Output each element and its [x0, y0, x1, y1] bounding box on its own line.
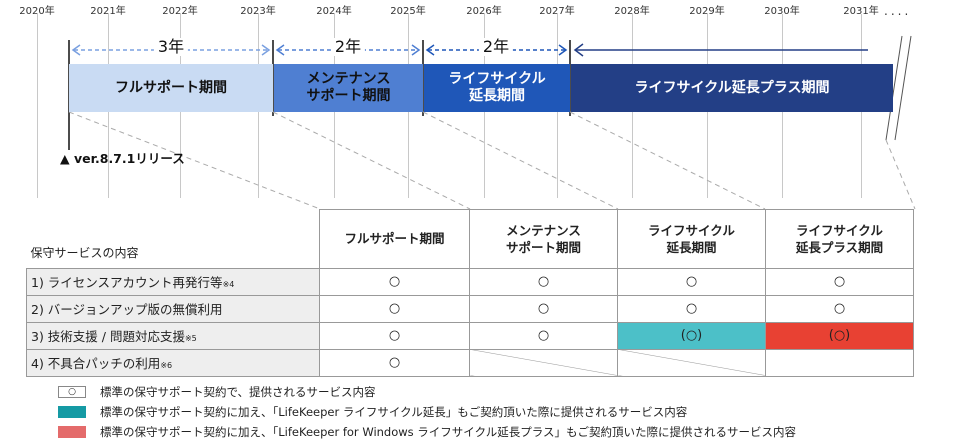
year-label: 2025年 [390, 6, 426, 17]
row-label: 3) 技術支援 / 問題対応支援※5 [26, 321, 320, 350]
table-header-row: 保守サービスの内容 フルサポート期間 メンテナンス サポート期間 ライフサイクル… [26, 209, 914, 269]
release-text: ver.8.7.1リリース [73, 151, 185, 166]
span-arrow-3y [71, 44, 271, 56]
span-arrow-2y-lifecycle [425, 44, 568, 56]
table-cell-not-available [469, 348, 618, 377]
year-label: 2020年 [19, 6, 55, 17]
span-label-2y: 2年 [330, 38, 366, 56]
connector-lines [68, 111, 916, 210]
row-label: 2) バージョンアップ版の無償利用 [26, 294, 320, 323]
legend-item: ○ 標準の保守サポート契約で、提供されるサービス内容 [58, 385, 376, 399]
table-cell: ○ [469, 294, 618, 323]
year-label: 2027年 [539, 6, 575, 17]
table-cell: ○ [765, 267, 914, 296]
row-label: 1) ライセンスアカウント再発行等※4 [26, 267, 320, 296]
table-cell: ○ [319, 348, 470, 377]
legend-swatch-standard: ○ [58, 386, 86, 398]
table-cell: ○ [319, 321, 470, 350]
year-label: 2021年 [90, 6, 126, 17]
table-row: 4) 不具合パッチの利用※6 ○ [26, 348, 914, 377]
year-label: 2031年 [843, 6, 879, 17]
table-row: 2) バージョンアップ版の無償利用 ○ ○ ○ ○ [26, 294, 914, 323]
phase-lifecycle-extension: ライフサイクル 延長期間 [424, 64, 570, 112]
header-full-support: フルサポート期間 [319, 209, 470, 269]
header-lifecycle-extension-plus: ライフサイクル 延長プラス期間 [765, 209, 914, 269]
year-label: 2029年 [689, 6, 725, 17]
year-label: 2023年 [240, 6, 276, 17]
year-label: 2026年 [466, 6, 502, 17]
table-cell: ○ [765, 294, 914, 323]
table-cell-lifecycle-highlight: (○) [617, 321, 766, 350]
table-cell: ○ [319, 267, 470, 296]
legend-text: 標準の保守サポート契約に加え、「LifeKeeper for Windows ラ… [100, 425, 797, 439]
phase-maintenance-support: メンテナンス サポート期間 [274, 64, 423, 112]
phase-lifecycle-extension-plus: ライフサイクル延長プラス期間 [571, 64, 893, 112]
continuation-marker: .... [884, 4, 912, 18]
footnote-ref: ※5 [184, 334, 197, 343]
legend-text: 標準の保守サポート契約で、提供されるサービス内容 [100, 385, 376, 399]
year-label: 2022年 [162, 6, 198, 17]
legend-text: 標準の保守サポート契約に加え、「LifeKeeper ライフサイクル延長」もご契… [100, 405, 688, 419]
table-row: 3) 技術支援 / 問題対応支援※5 ○ ○ (○) (○) [26, 321, 914, 350]
span-label-3y: 3年 [153, 38, 189, 56]
footnote-ref: ※6 [160, 361, 173, 370]
table-cell: ○ [617, 267, 766, 296]
year-label: 2024年 [316, 6, 352, 17]
legend-swatch-lifecycle-plus [58, 426, 86, 438]
table-row: 1) ライセンスアカウント再発行等※4 ○ ○ ○ ○ [26, 267, 914, 296]
year-gridline [37, 14, 38, 198]
header-maintenance-support: メンテナンス サポート期間 [469, 209, 618, 269]
year-label: 2028年 [614, 6, 650, 17]
service-table: 保守サービスの内容 フルサポート期間 メンテナンス サポート期間 ライフサイクル… [26, 209, 914, 377]
table-cell: ○ [469, 267, 618, 296]
release-label: ▲ ver.8.7.1リリース [60, 148, 185, 167]
phase-full-support: フルサポート期間 [69, 64, 273, 112]
break-mark [894, 35, 912, 141]
table-cell: ○ [469, 321, 618, 350]
table-cell-not-available [765, 348, 914, 377]
legend-item: 標準の保守サポート契約に加え、「LifeKeeper ライフサイクル延長」もご契… [58, 405, 687, 419]
legend-swatch-lifecycle [58, 406, 86, 418]
break-mark [885, 35, 903, 141]
table-corner-label: 保守サービスの内容 [26, 209, 320, 269]
legend-item: 標準の保守サポート契約に加え、「LifeKeeper for Windows ラ… [58, 425, 796, 439]
table-cell: ○ [617, 294, 766, 323]
table-cell-lifecycle-plus-highlight: (○) [765, 321, 914, 350]
year-label: 2030年 [764, 6, 800, 17]
table-cell: ○ [319, 294, 470, 323]
span-label-2y: 2年 [478, 38, 514, 56]
release-triangle-icon: ▲ [60, 151, 70, 166]
header-lifecycle-extension: ライフサイクル 延長期間 [617, 209, 766, 269]
footnote-ref: ※4 [222, 280, 235, 289]
row-label: 4) 不具合パッチの利用※6 [26, 348, 320, 377]
span-arrow-plus [573, 43, 868, 57]
table-cell-not-available [617, 348, 766, 377]
